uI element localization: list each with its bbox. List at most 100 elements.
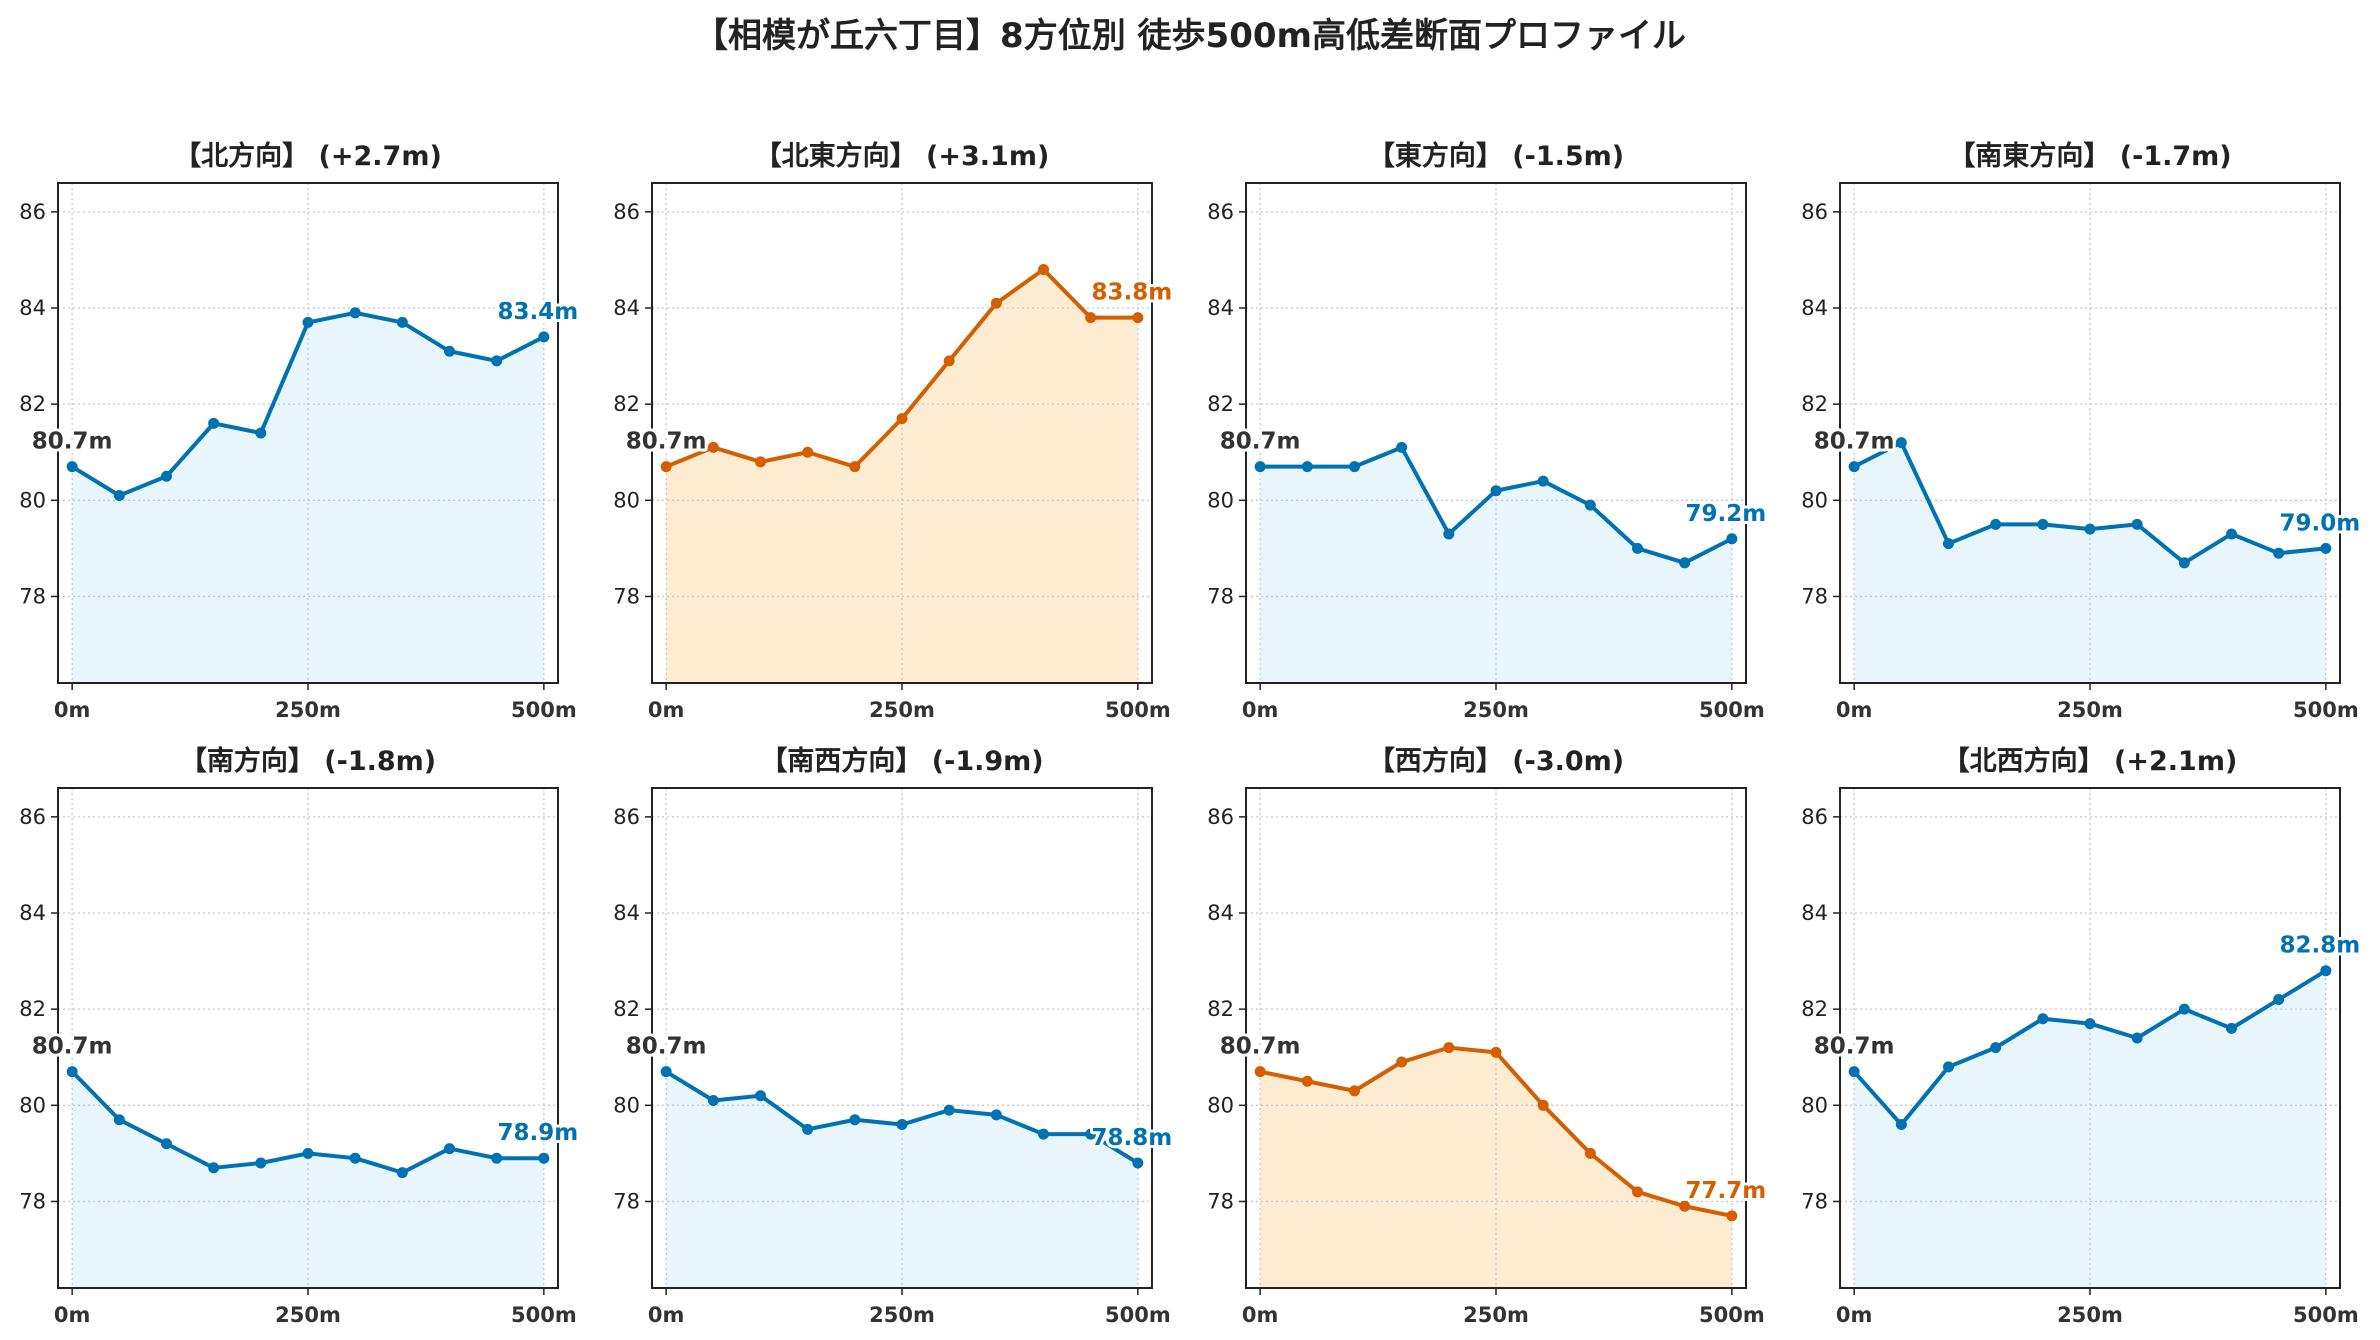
y-tick-label: 84 [1801,296,1828,320]
x-tick-label: 0m [648,698,685,722]
y-tick-label: 82 [613,997,640,1021]
data-point [208,417,220,429]
data-point [1254,461,1266,473]
y-tick-label: 80 [613,1093,640,1117]
subplot-1: 【北東方向】 (+3.1m) 78 80 82 84 86 0m 250m 500m 80.7m 8… [613,140,1175,722]
data-point [754,1090,766,1102]
subplot-5: 【南西方向】 (-1.9m) 78 80 82 84 86 0m 250m 500m 80.7m 7… [613,745,1175,1327]
data-point [160,1138,172,1150]
data-point [1848,461,1860,473]
data-point [1301,1075,1313,1087]
data-point [113,1114,125,1126]
data-point [943,355,955,367]
end-elevation-label: 83.4m [497,299,578,325]
data-point [2037,1013,2049,1025]
data-point [1396,441,1408,453]
data-point [1038,1128,1050,1140]
end-elevation-label: 79.2m [1685,501,1766,527]
data-point [2273,547,2285,559]
data-point [349,1152,361,1164]
data-point [1990,1042,2002,1054]
data-point [1632,1186,1644,1198]
x-tick-label: 250m [2057,1303,2123,1327]
data-point [396,1167,408,1179]
subplot-title: 【南方向】 (-1.8m) [180,745,436,777]
figure-title: 【相模が丘六丁目】8方位別 徒歩500m高低差断面プロファイル [694,16,1686,56]
data-point [1584,499,1596,511]
data-point [491,1152,503,1164]
y-tick-label: 82 [613,392,640,416]
data-point [1490,1046,1502,1058]
data-point [2131,518,2143,530]
data-point [2037,518,2049,530]
y-tick-label: 86 [19,200,46,224]
end-elevation-label: 82.8m [2279,933,2360,959]
y-tick-label: 78 [1207,584,1234,608]
data-point [1490,485,1502,497]
data-point [2320,542,2332,554]
end-elevation-label: 79.0m [2279,510,2360,536]
data-point [1726,533,1738,545]
data-point [943,1104,955,1116]
y-tick-label: 78 [1801,1189,1828,1213]
x-tick-label: 250m [275,1303,341,1327]
y-tick-label: 86 [1801,200,1828,224]
data-point [1895,437,1907,449]
data-point [990,297,1002,309]
y-tick-label: 84 [613,901,640,925]
data-point [1132,1157,1144,1169]
x-tick-label: 500m [1105,1303,1171,1327]
data-point [444,1143,456,1155]
x-tick-label: 500m [511,1303,577,1327]
y-tick-label: 86 [1801,805,1828,829]
y-tick-label: 80 [1801,488,1828,512]
data-point [754,456,766,468]
data-point [2178,1003,2190,1015]
data-point [302,316,314,328]
data-point [1085,312,1097,324]
data-point [2320,965,2332,977]
data-point [1085,1128,1097,1140]
start-elevation-label: 80.7m [32,1034,113,1060]
x-tick-label: 0m [1836,1303,1873,1327]
y-tick-label: 84 [613,296,640,320]
y-tick-label: 82 [19,997,46,1021]
y-tick-label: 84 [19,296,46,320]
data-point [1537,1099,1549,1111]
end-elevation-label: 78.9m [497,1120,578,1146]
y-tick-label: 82 [1801,392,1828,416]
x-tick-label: 500m [1699,698,1765,722]
subplot-title: 【北西方向】 (+2.1m) [1943,745,2238,777]
data-point [2178,557,2190,569]
y-tick-label: 86 [1207,200,1234,224]
data-point [707,441,719,453]
x-tick-label: 250m [1463,1303,1529,1327]
data-point [802,1123,814,1135]
data-point [802,446,814,458]
y-tick-label: 80 [1207,1093,1234,1117]
subplot-4: 【南方向】 (-1.8m) 78 80 82 84 86 0m 250m 500m 80.7m 78… [19,745,581,1327]
x-tick-label: 250m [869,698,935,722]
data-point [1348,461,1360,473]
data-point [1038,264,1050,276]
subplot-6: 【西方向】 (-3.0m) 78 80 82 84 86 0m 250m 500m 80.7m 77… [1207,745,1769,1327]
start-elevation-label: 80.7m [626,429,707,455]
data-point [1443,528,1455,540]
y-tick-label: 82 [1207,997,1234,1021]
area-fill [1260,1047,1732,1288]
data-point [255,427,267,439]
subplot-title: 【北東方向】 (+3.1m) [755,140,1050,172]
x-tick-label: 500m [1699,1303,1765,1327]
data-point [1990,518,2002,530]
data-point [1942,1061,1954,1073]
data-point [66,461,78,473]
data-point [1848,1066,1860,1078]
y-tick-label: 86 [19,805,46,829]
data-point [1348,1085,1360,1097]
data-point [2084,523,2096,535]
y-tick-label: 80 [19,1093,46,1117]
x-tick-label: 250m [2057,698,2123,722]
y-tick-label: 80 [1801,1093,1828,1117]
data-point [538,331,550,343]
data-point [2226,528,2238,540]
